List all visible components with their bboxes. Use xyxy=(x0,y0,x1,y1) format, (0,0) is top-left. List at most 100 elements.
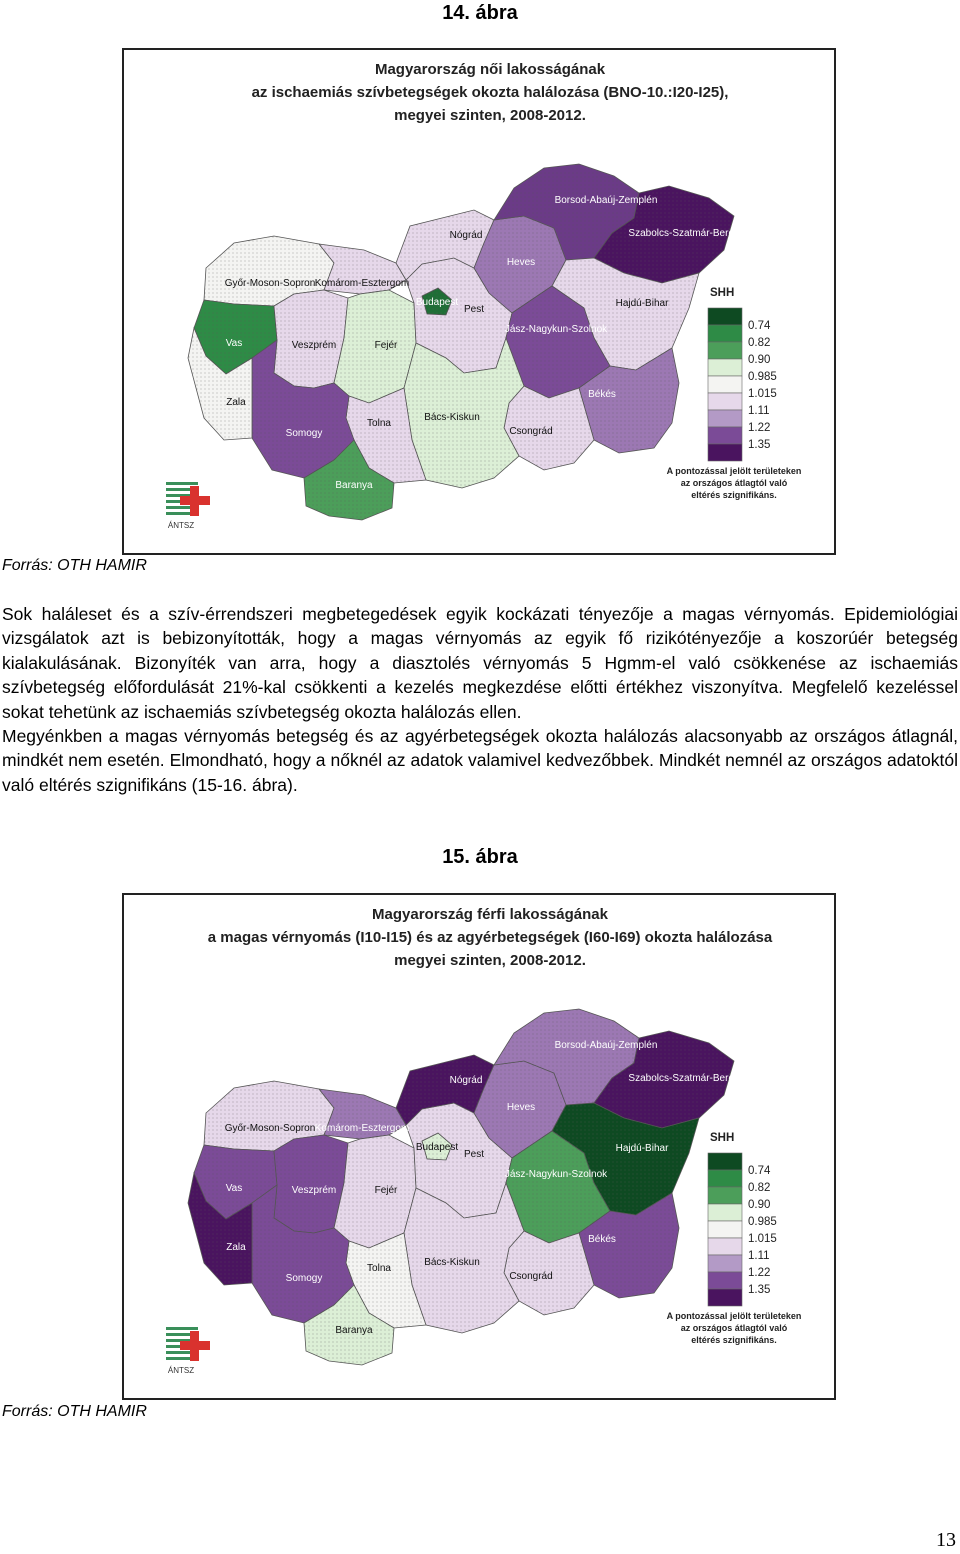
fig15-label-veszprem: Veszprém xyxy=(292,1185,336,1196)
fig14-legend-note-2: az országos átlagtól való xyxy=(681,478,788,488)
paragraph-1: Sok haláleset és a szív-érrendszeri megb… xyxy=(2,604,958,722)
fig14-label-veszprem: Veszprém xyxy=(292,340,336,351)
fig15-title-1: Magyarország férfi lakosságának xyxy=(372,906,609,923)
fig15-county-vas-dots xyxy=(194,1145,277,1219)
fig14-label-zala: Zala xyxy=(226,397,246,408)
fig15-label-zala: Zala xyxy=(226,1242,246,1253)
fig14-label-jasz: Jász-Nagykun-Szolnok xyxy=(505,324,608,335)
fig14-county-hajdu-dots xyxy=(552,258,699,370)
fig14-legend-value-7: 1.35 xyxy=(748,439,770,451)
fig15-antsz-logo: ÁNTSZ xyxy=(166,1327,210,1375)
fig15-antsz-logo-text: ÁNTSZ xyxy=(168,1366,194,1375)
fig15-county-budapest-dots xyxy=(422,1133,452,1160)
fig14-county-vas-dots xyxy=(194,300,277,374)
fig15-label-gyor: Győr-Moson-Sopron xyxy=(225,1123,316,1134)
fig15-county-pest-dots xyxy=(406,1103,512,1218)
page-number: 13 xyxy=(936,1529,956,1551)
fig14-county-tolna-dots xyxy=(346,388,426,483)
fig15-legend-swatch-4 xyxy=(707,1220,743,1239)
fig15-legend-swatch-8 xyxy=(707,1288,743,1307)
fig14-county-zala-dots xyxy=(188,328,252,440)
fig14-label-somogy: Somogy xyxy=(286,428,323,439)
fig15-label-tolna: Tolna xyxy=(367,1263,391,1274)
fig14-legend-swatch-8 xyxy=(707,443,743,462)
fig15-label-bekes: Békés xyxy=(588,1234,616,1245)
fig15-legend-title: SHH xyxy=(710,1132,734,1144)
fig14-label-budapest: Budapest xyxy=(416,297,458,308)
fig14-legend-swatch-4 xyxy=(707,375,743,394)
fig14-svg: Magyarország női lakosságának az ischaemi… xyxy=(166,61,802,530)
fig15-county-borsod-dots xyxy=(494,1009,639,1105)
fig15-label-hajdu: Hajdú-Bihar xyxy=(616,1143,669,1154)
figure-14-map: Magyarország női lakosságának az ischaemi… xyxy=(122,48,836,555)
fig14-legend-swatch-7 xyxy=(707,426,743,445)
fig15-county-somogy-dots xyxy=(252,1185,354,1323)
fig14-legend-value-1: 0.82 xyxy=(748,337,770,349)
fig15-legend-value-4: 1.015 xyxy=(748,1233,777,1245)
fig14-legend-swatch-0 xyxy=(707,307,743,326)
fig15-legend: SHH 0.74 0.82 0.90 0.985 1.015 1.11 1.22 1.35 A p… xyxy=(667,1132,802,1345)
fig14-legend-value-4: 1.015 xyxy=(748,388,777,400)
fig15-county-gyor-dots xyxy=(204,1081,334,1151)
fig15-map-group: Győr-Moson-Sopron Komárom-Esztergom Vas Ves… xyxy=(187,1008,740,1366)
fig14-county-pest-dots xyxy=(406,258,512,373)
figure-15-map: Magyarország férfi lakosságának a magas v… xyxy=(122,893,836,1400)
fig15-county-bacs-dots xyxy=(404,1183,524,1333)
fig15-label-nograd: Nógrád xyxy=(450,1075,483,1086)
fig15-county-baranya-dots xyxy=(304,1285,394,1365)
fig14-label-szabolcs: Szabolcs-Szatmár-Bereg xyxy=(628,228,739,239)
fig15-county-szabolcs-dots xyxy=(594,1031,734,1128)
fig14-county-bacs-dots xyxy=(404,338,524,488)
fig14-legend-swatch-2 xyxy=(707,341,743,360)
fig14-label-heves: Heves xyxy=(507,257,535,268)
fig15-label-somogy: Somogy xyxy=(286,1273,323,1284)
fig14-county-gyor-dots xyxy=(204,236,334,306)
fig14-legend: SHH 0.74 0.82 0.90 0.985 1.015 1.11 1.22 1.35 A p… xyxy=(667,287,802,500)
fig14-label-komarom: Komárom-Esztergom xyxy=(315,278,409,289)
fig14-label-bekes: Békés xyxy=(588,389,616,400)
fig14-county-bekes-dots xyxy=(579,348,679,453)
fig15-legend-note-1: A pontozással jelölt területeken xyxy=(667,1311,802,1321)
fig14-label-pest: Pest xyxy=(464,304,484,315)
fig14-label-borsod: Borsod-Abaúj-Zemplén xyxy=(555,195,658,206)
fig14-label-bacs: Bács-Kiskun xyxy=(424,412,480,423)
fig14-legend-value-3: 0.985 xyxy=(748,371,777,383)
fig14-legend-swatch-5 xyxy=(707,392,743,411)
fig15-legend-swatch-6 xyxy=(707,1254,743,1273)
fig15-county-zala-dots xyxy=(188,1173,252,1285)
fig14-county-csongrad-dots xyxy=(504,386,594,470)
fig14-legend-note-1: A pontozással jelölt területeken xyxy=(667,466,802,476)
fig14-antsz-logo-text: ÁNTSZ xyxy=(168,521,194,530)
fig15-title-2: a magas vérnyomás (I10-I15) és az agyérb… xyxy=(208,929,773,946)
fig14-legend-swatch-3 xyxy=(707,358,743,377)
fig15-county-bekes-dots xyxy=(579,1193,679,1298)
fig15-legend-value-5: 1.11 xyxy=(748,1250,770,1262)
figure-15-label: 15. ábra xyxy=(442,846,518,868)
fig14-label-tolna: Tolna xyxy=(367,418,391,429)
fig14-legend-swatch-6 xyxy=(707,409,743,428)
figure-14-label: 14. ábra xyxy=(442,2,518,24)
fig14-label-csongrad: Csongrád xyxy=(509,426,552,437)
fig15-label-vas: Vas xyxy=(226,1183,243,1194)
fig15-county-nograd-dots xyxy=(396,1055,494,1125)
fig15-label-szabolcs: Szabolcs-Szatmár-Bereg xyxy=(628,1073,739,1084)
fig14-county-somogy-dots xyxy=(252,340,354,478)
fig15-label-heves: Heves xyxy=(507,1102,535,1113)
fig15-label-baranya: Baranya xyxy=(335,1325,373,1336)
fig15-svg: Magyarország férfi lakosságának a magas v… xyxy=(166,906,802,1375)
fig15-legend-value-2: 0.90 xyxy=(748,1199,770,1211)
fig15-legend-swatch-3 xyxy=(707,1203,743,1222)
fig14-label-vas: Vas xyxy=(226,338,243,349)
figure-14-source: Forrás: OTH HAMIR xyxy=(2,557,147,574)
fig15-county-jasz-dots xyxy=(506,1131,610,1243)
fig14-label-gyor: Győr-Moson-Sopron xyxy=(225,278,316,289)
paragraph-2: Megyénkben a magas vérnyomás betegség és… xyxy=(2,726,958,795)
fig15-label-borsod: Borsod-Abaúj-Zemplén xyxy=(555,1040,658,1051)
fig14-county-budapest-dots xyxy=(422,288,452,315)
fig14-label-nograd: Nógrád xyxy=(450,230,483,241)
fig15-legend-swatch-2 xyxy=(707,1186,743,1205)
fig15-legend-swatch-5 xyxy=(707,1237,743,1256)
fig14-county-veszprem-dots xyxy=(274,290,348,388)
fig14-legend-value-0: 0.74 xyxy=(748,320,771,332)
fig14-county-baranya-dots xyxy=(304,440,394,520)
